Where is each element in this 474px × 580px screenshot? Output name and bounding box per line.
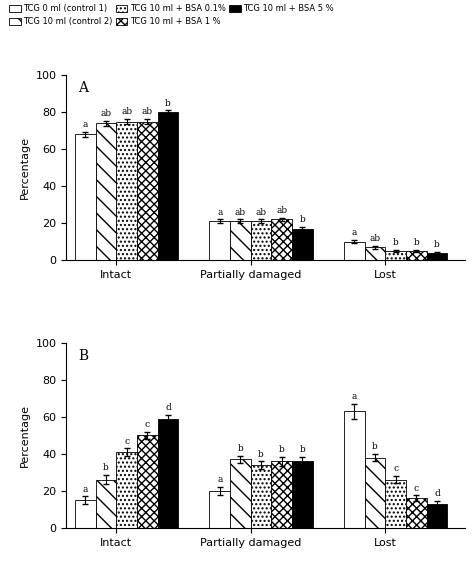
Text: b: b [413,238,419,247]
Text: d: d [434,490,440,498]
Text: b: b [237,444,243,453]
Text: b: b [434,240,440,249]
Text: b: b [300,445,305,454]
Bar [116,122,137,260]
Bar [292,461,313,528]
Text: a: a [82,485,88,494]
Bar [365,247,385,260]
Bar [230,222,251,260]
Bar [158,419,178,528]
Bar [230,459,251,528]
Text: a: a [352,392,357,401]
Bar [292,229,313,260]
Bar [427,253,447,260]
Bar [96,480,116,528]
Text: b: b [258,450,264,459]
Text: a: a [82,120,88,129]
Text: b: b [392,238,399,247]
Bar [210,222,230,260]
Bar [210,491,230,528]
Bar [427,504,447,528]
Bar [406,251,427,260]
Bar [344,411,365,528]
Text: ab: ab [142,107,153,116]
Bar [272,461,292,528]
Text: b: b [372,442,378,451]
Text: ab: ab [276,206,287,215]
Text: a: a [217,476,222,484]
Text: ab: ab [369,234,381,243]
Text: B: B [78,349,89,362]
Text: b: b [165,99,171,108]
Text: a: a [217,208,222,217]
Bar [137,436,158,528]
Legend: TCG 0 ml (control 1), TCG 10 ml (control 2), TCG 10 ml + BSA 0.1%, TCG 10 ml + B: TCG 0 ml (control 1), TCG 10 ml (control… [9,4,334,26]
Text: A: A [78,81,88,95]
Text: ab: ab [255,208,267,217]
Bar [406,498,427,528]
Text: b: b [279,445,285,454]
Text: ab: ab [121,107,132,116]
Y-axis label: Percentage: Percentage [20,404,30,467]
Text: d: d [165,404,171,412]
Bar [251,465,272,528]
Text: b: b [103,463,109,472]
Bar [344,242,365,260]
Text: ab: ab [235,208,246,217]
Bar [385,480,406,528]
Bar [251,222,272,260]
Bar [96,124,116,260]
Text: c: c [124,437,129,445]
Bar [137,122,158,260]
Text: ab: ab [100,109,111,118]
Y-axis label: Percentage: Percentage [20,136,30,199]
Text: b: b [300,215,305,224]
Text: c: c [145,420,150,429]
Bar [75,135,96,260]
Text: c: c [393,465,398,473]
Text: a: a [352,228,357,237]
Bar [385,251,406,260]
Text: c: c [414,484,419,493]
Bar [158,113,178,260]
Bar [116,452,137,528]
Bar [365,458,385,528]
Bar [75,500,96,528]
Bar [272,219,292,260]
